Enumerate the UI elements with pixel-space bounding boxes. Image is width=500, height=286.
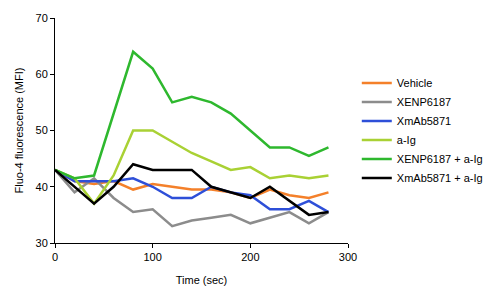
svg-text:XmAb5871 + a-Ig: XmAb5871 + a-Ig	[397, 172, 483, 184]
svg-text:100: 100	[143, 251, 161, 263]
svg-text:300: 300	[339, 251, 357, 263]
svg-text:Vehicle: Vehicle	[397, 77, 432, 89]
svg-text:XENP6187: XENP6187	[397, 96, 451, 108]
svg-text:200: 200	[241, 251, 259, 263]
svg-text:Time (sec): Time (sec)	[176, 274, 228, 286]
svg-text:70: 70	[36, 12, 48, 24]
svg-text:60: 60	[36, 68, 48, 80]
svg-text:a-Ig: a-Ig	[397, 134, 416, 146]
svg-text:0: 0	[52, 251, 58, 263]
svg-text:XENP6187 + a-Ig: XENP6187 + a-Ig	[397, 153, 483, 165]
svg-text:50: 50	[36, 124, 48, 136]
svg-text:XmAb5871: XmAb5871	[397, 115, 451, 127]
svg-text:Fluo-4 fluorescence (MFI): Fluo-4 fluorescence (MFI)	[13, 68, 25, 194]
svg-text:30: 30	[36, 237, 48, 249]
svg-text:40: 40	[36, 181, 48, 193]
